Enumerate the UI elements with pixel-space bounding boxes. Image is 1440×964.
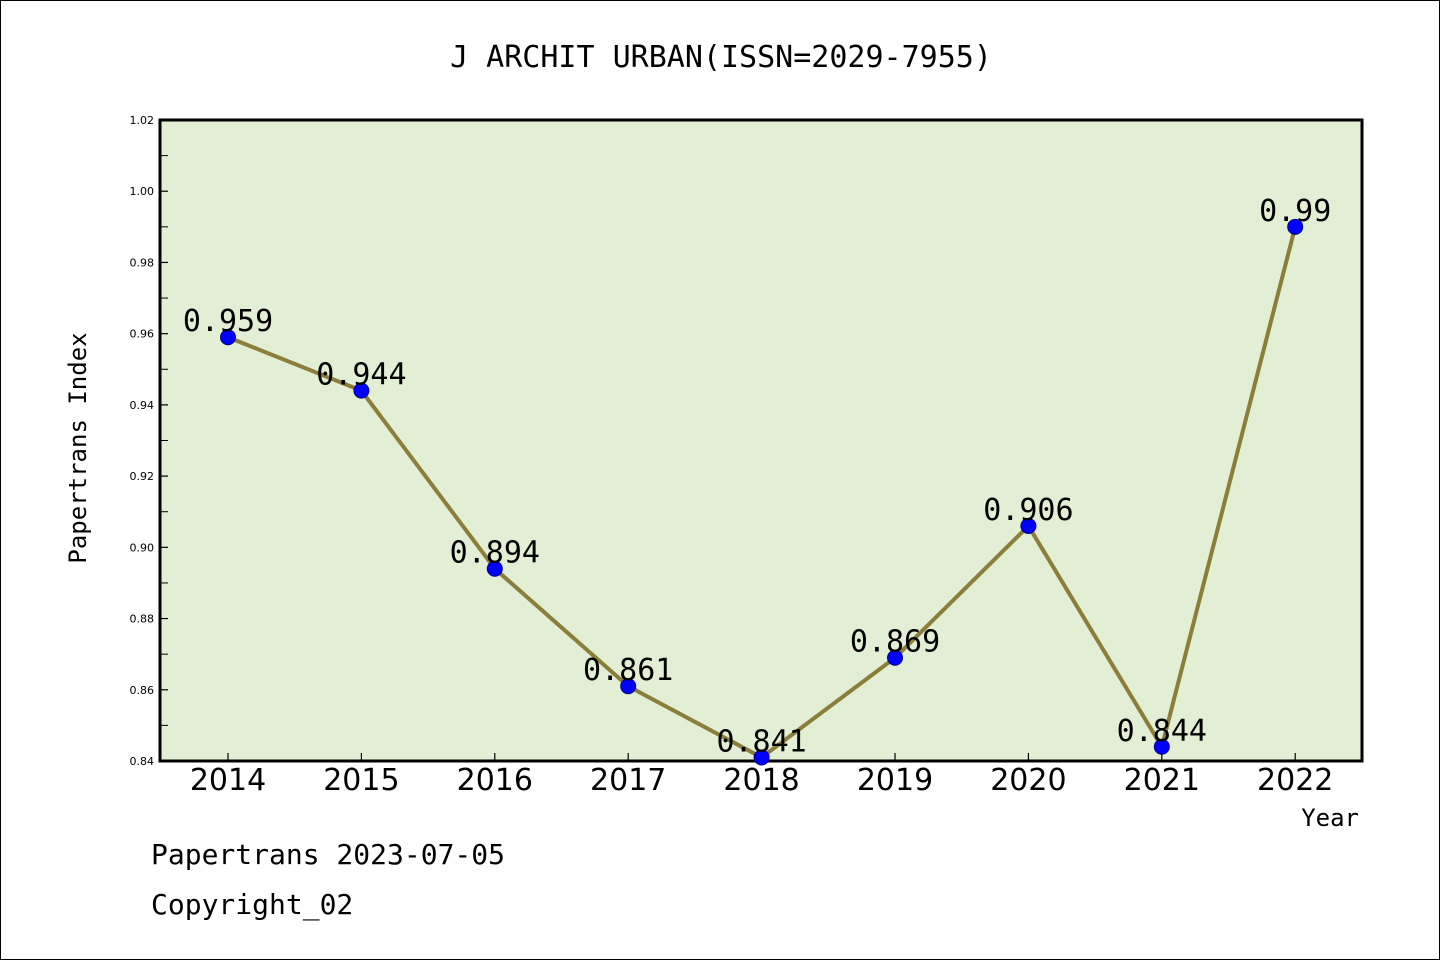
x-tick-label: 2020 xyxy=(990,763,1066,798)
data-label: 0.841 xyxy=(716,724,806,759)
x-axis: 2014 2015 2016 2017 2018 2019 2020 2021 2022 xyxy=(190,753,1333,798)
y-tick-label: 1.02 xyxy=(130,114,155,127)
data-point xyxy=(220,329,236,346)
y-tick-label: 0.92 xyxy=(130,470,155,483)
data-label: 0.944 xyxy=(316,358,406,393)
y-axis-label: Papertrans Index xyxy=(64,332,92,563)
y-tick-label: 0.98 xyxy=(130,256,155,269)
footer-date: Papertrans 2023-07-05 xyxy=(151,838,505,871)
y-tick-label: 0.94 xyxy=(130,399,155,412)
x-tick-label: 2016 xyxy=(457,763,533,798)
x-tick-label: 2014 xyxy=(190,763,266,798)
chart-title: J ARCHIT URBAN(ISSN=2029-7955) xyxy=(450,40,992,75)
x-tick-label: 2019 xyxy=(857,763,933,798)
x-tick-label: 2015 xyxy=(323,763,399,798)
y-tick-label: 0.88 xyxy=(130,613,155,626)
y-tick-label: 0.96 xyxy=(130,328,155,341)
x-axis-label: Year xyxy=(1301,804,1359,832)
data-label: 0.861 xyxy=(583,653,673,688)
y-tick-label: 0.90 xyxy=(130,541,155,554)
y-axis: 0.84 0.86 0.88 0.90 0.92 0.94 0.96 0.98 1.00 1.02 xyxy=(130,114,168,768)
x-tick-label: 2021 xyxy=(1124,763,1200,798)
data-label: 0.99 xyxy=(1259,194,1331,229)
data-point xyxy=(620,678,637,695)
data-label: 0.894 xyxy=(450,536,540,571)
x-tick-label: 2017 xyxy=(590,763,666,798)
data-point xyxy=(1287,218,1304,235)
x-tick-label: 2022 xyxy=(1257,763,1333,798)
data-point xyxy=(887,649,903,666)
data-point xyxy=(486,560,503,577)
series-line-group xyxy=(220,218,1304,766)
data-label: 0.959 xyxy=(183,304,273,339)
y-tick-label: 0.84 xyxy=(130,755,155,768)
data-label: 0.906 xyxy=(983,493,1073,528)
data-labels-group: 0.959 0.944 0.894 0.861 0.841 0.869 0.906 0.844… xyxy=(183,194,1331,760)
footer-copyright: Copyright_02 xyxy=(151,888,353,922)
data-point xyxy=(1153,738,1170,755)
plot-area xyxy=(158,118,1364,763)
data-label: 0.869 xyxy=(850,625,940,660)
y-tick-label: 0.86 xyxy=(130,684,155,697)
y-tick-label: 1.00 xyxy=(130,185,155,198)
data-point xyxy=(753,749,770,766)
data-point xyxy=(353,382,370,399)
data-label: 0.844 xyxy=(1117,714,1207,749)
data-point xyxy=(1020,517,1037,534)
x-tick-label: 2018 xyxy=(723,763,799,798)
